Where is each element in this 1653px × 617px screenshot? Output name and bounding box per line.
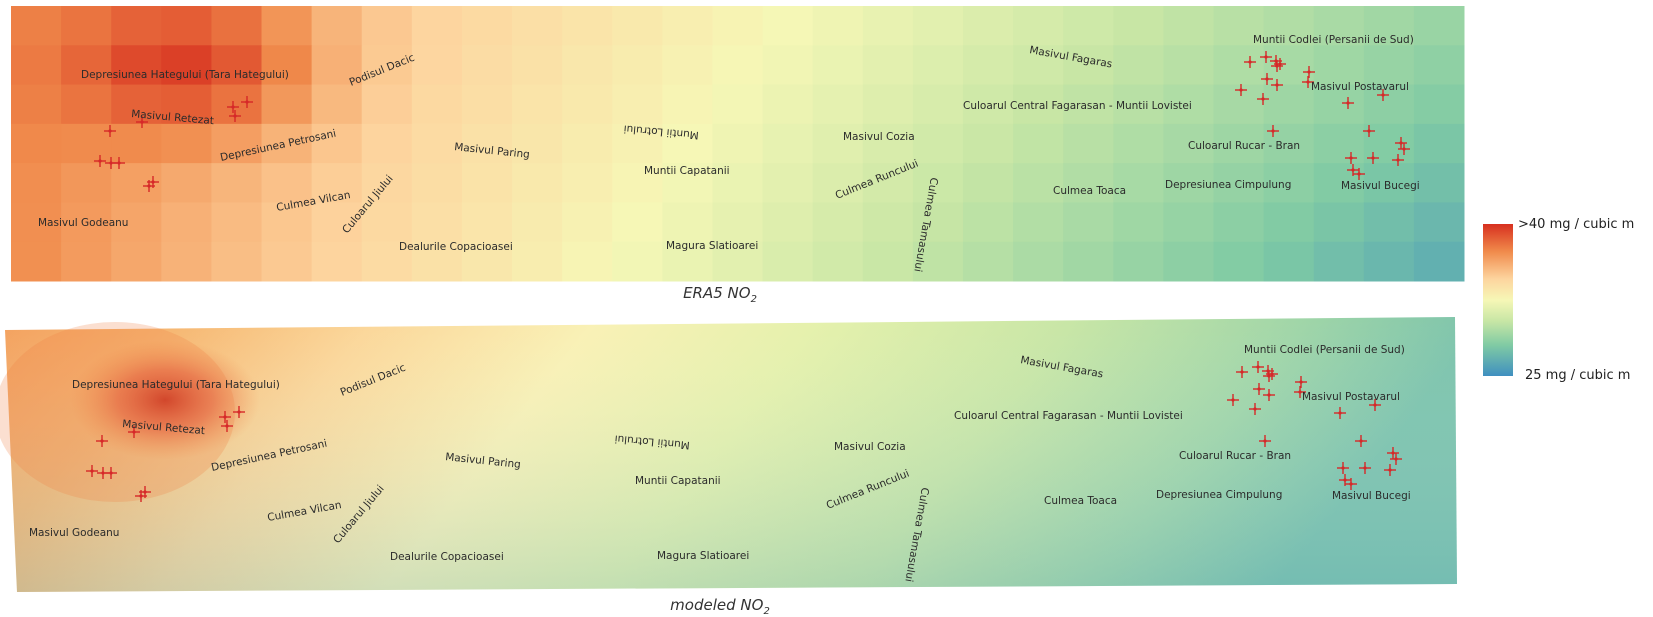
station-marker (1252, 361, 1264, 373)
station-marker (233, 406, 245, 418)
station-marker (1355, 435, 1367, 447)
station-marker (1257, 93, 1269, 105)
modeled-caption: modeled NO2 (670, 596, 770, 617)
place-label: Masivul Postavarul (1302, 391, 1400, 403)
station-marker (96, 435, 108, 447)
station-marker (1345, 152, 1357, 164)
modeled-shading (5, 317, 1457, 592)
place-label: Culmea Toaca (1053, 185, 1126, 197)
place-label: Masivul Cozia (843, 131, 915, 143)
station-marker (1392, 154, 1404, 166)
station-marker (1369, 399, 1381, 411)
station-marker (1259, 435, 1271, 447)
station-marker (135, 490, 147, 502)
station-marker (1271, 60, 1283, 72)
station-marker (1334, 407, 1346, 419)
station-marker (1294, 386, 1306, 398)
warm-zone (0, 322, 235, 502)
modeled-map-panel: Depresiunea Hategului (Tara Hategului) Po… (0, 317, 1457, 592)
station-marker (1263, 389, 1275, 401)
station-marker (1387, 447, 1399, 459)
hotspot-hateg (70, 340, 260, 460)
era5-map-panel: Depresiunea Hategului (Tara Hategului) Po… (11, 6, 1465, 282)
station-marker (219, 411, 231, 423)
station-marker (1266, 368, 1278, 380)
station-marker (1353, 168, 1365, 180)
station-marker (241, 96, 253, 108)
station-marker (1249, 403, 1261, 415)
place-label: Masivul Godeanu (29, 527, 119, 539)
era5-caption: ERA5 NO2 (683, 284, 757, 305)
place-label: Culoarul Rucar - Bran (1179, 450, 1291, 462)
era5-grid (11, 6, 1465, 282)
place-label: Masivul Godeanu (38, 217, 128, 229)
place-label: Culoarul Rucar - Bran (1188, 140, 1300, 152)
place-label: Depresiunea Cimpulung (1156, 489, 1282, 501)
station-marker (1303, 66, 1315, 78)
station-marker (1295, 376, 1307, 388)
station-marker (1271, 79, 1283, 91)
place-label: Muntii Codlei (Persanii de Sud) (1253, 34, 1414, 46)
station-marker (128, 426, 140, 438)
station-marker (1384, 464, 1396, 476)
station-marker (1263, 370, 1275, 382)
legend-max-label: >40 mg / cubic m (1518, 217, 1635, 232)
color-scale-bar (1483, 224, 1513, 376)
station-marker (86, 465, 98, 477)
station-marker (1227, 394, 1239, 406)
place-label: Magura Slatioarei (657, 550, 749, 562)
station-marker (1359, 462, 1371, 474)
place-label: Muntii Codlei (Persanii de Sud) (1244, 344, 1405, 356)
place-label: Dealurile Copacioasei (390, 551, 504, 563)
station-marker (1261, 73, 1273, 85)
place-label: Depresiunea Hategului (Tara Hategului) (81, 69, 289, 81)
station-marker (1398, 143, 1410, 155)
station-marker (1244, 56, 1256, 68)
station-marker (136, 116, 148, 128)
station-marker (1367, 152, 1379, 164)
station-marker (1395, 137, 1407, 149)
place-label: Masivul Cozia (834, 441, 906, 453)
station-marker (1235, 84, 1247, 96)
station-marker (1345, 478, 1357, 490)
station-marker (227, 101, 239, 113)
station-marker (113, 157, 125, 169)
station-marker (1363, 125, 1375, 137)
place-label: Masivul Bucegi (1341, 180, 1420, 192)
station-marker (1236, 366, 1248, 378)
place-label: Dealurile Copacioasei (399, 241, 513, 253)
place-label: Masivul Postavarul (1311, 81, 1409, 93)
station-marker (1377, 89, 1389, 101)
place-label: Magura Slatioarei (666, 240, 758, 252)
station-marker (221, 420, 233, 432)
station-marker (1274, 58, 1286, 70)
station-marker (104, 125, 116, 137)
station-marker (94, 155, 106, 167)
station-marker (143, 180, 155, 192)
place-label: Muntii Capatanii (635, 475, 721, 487)
station-marker (229, 110, 241, 122)
station-marker (1342, 97, 1354, 109)
place-label: Culmea Toaca (1044, 495, 1117, 507)
place-label: Culoarul Central Fagarasan - Muntii Lovi… (963, 100, 1192, 112)
legend-min-label: 25 mg / cubic m (1525, 368, 1631, 383)
station-marker (1253, 383, 1265, 395)
station-marker (1267, 125, 1279, 137)
station-marker (105, 467, 117, 479)
place-label: Depresiunea Cimpulung (1165, 179, 1291, 191)
station-marker (1390, 453, 1402, 465)
station-marker (1260, 51, 1272, 63)
place-label: Depresiunea Hategului (Tara Hategului) (72, 379, 280, 391)
place-label: Culoarul Central Fagarasan - Muntii Lovi… (954, 410, 1183, 422)
station-marker (1337, 462, 1349, 474)
place-label: Muntii Capatanii (644, 165, 730, 177)
station-marker (1302, 76, 1314, 88)
place-label: Masivul Bucegi (1332, 490, 1411, 502)
